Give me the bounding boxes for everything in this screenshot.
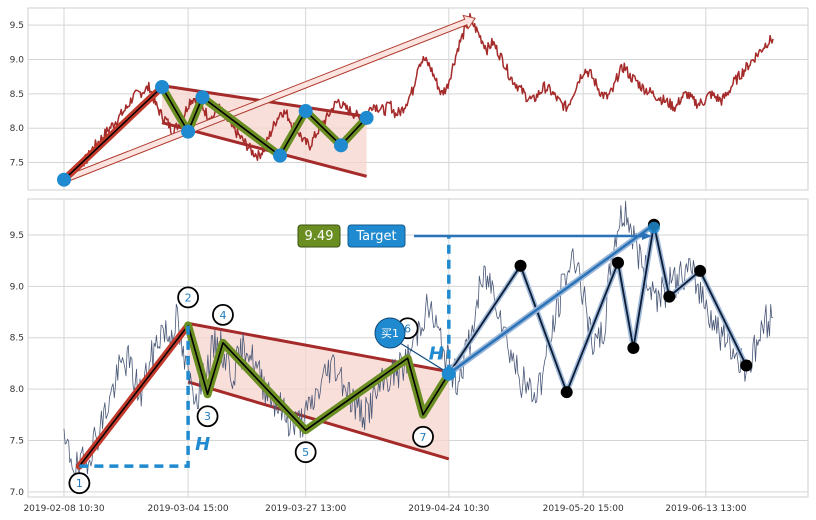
breakout-height-label: H bbox=[429, 344, 444, 365]
projection-marker bbox=[740, 359, 753, 372]
pivot-marker bbox=[195, 90, 210, 105]
pivot-marker bbox=[273, 148, 288, 163]
pivot-number-circle bbox=[196, 405, 219, 428]
target-value-box bbox=[297, 224, 341, 248]
rise-leg-inner bbox=[63, 86, 163, 181]
projection-marker bbox=[612, 256, 625, 269]
height-label: H bbox=[195, 434, 210, 455]
top-panel: 7.5 8.0 8.5 9.0 9.5 bbox=[10, 7, 809, 191]
pivot-marker bbox=[57, 172, 71, 187]
target-marker bbox=[647, 221, 660, 234]
pivot-marker bbox=[181, 124, 196, 139]
x-tick-label: 2019-03-27 13:00 bbox=[265, 504, 346, 514]
plot-area bbox=[27, 198, 809, 498]
target-label-box bbox=[347, 224, 406, 248]
bottom-panel: 2019-02-08 10:30 2019-03-04 15:00 2019-03-… bbox=[10, 198, 809, 514]
pivot-number-label: 2 bbox=[185, 291, 192, 304]
target-arrow bbox=[62, 14, 476, 184]
projection-marker bbox=[627, 342, 640, 354]
projection-marker bbox=[514, 259, 527, 272]
y-tick-label: 9.0 bbox=[10, 56, 25, 66]
pivot-number-label: 5 bbox=[302, 446, 309, 459]
y-tick-label: 7.5 bbox=[10, 436, 24, 446]
x-tick-label: 2019-06-13 13:00 bbox=[665, 504, 746, 514]
x-tick-label: 2019-04-24 10:30 bbox=[408, 504, 489, 514]
y-tick-label: 9.5 bbox=[10, 21, 24, 31]
y-tick-label: 9.5 bbox=[10, 231, 24, 241]
pivot-number-label: 1 bbox=[76, 477, 83, 490]
pivot-number-circle bbox=[412, 425, 434, 448]
pivot-number-circle bbox=[68, 472, 91, 495]
pivot-marker bbox=[298, 104, 313, 119]
y-tick-label: 8.0 bbox=[10, 124, 25, 134]
y-tick-label: 9.0 bbox=[10, 282, 25, 292]
y-tick-label: 8.5 bbox=[10, 334, 24, 344]
projection-marker bbox=[560, 386, 573, 399]
breakout-arrow bbox=[448, 223, 655, 375]
y-tick-label: 8.0 bbox=[10, 385, 25, 395]
y-tick-label: 8.5 bbox=[10, 90, 24, 100]
buy-marker bbox=[374, 317, 406, 349]
price-series-line bbox=[63, 200, 774, 476]
x-tick-label: 2019-05-20 15:00 bbox=[543, 504, 624, 514]
height-measure-line bbox=[79, 325, 190, 468]
y-tick-label: 7.0 bbox=[10, 488, 25, 498]
pattern-leg-inner bbox=[187, 325, 450, 432]
target-value-text: 9.49 bbox=[305, 229, 334, 244]
pivot-number-label: 4 bbox=[219, 309, 226, 322]
projection-marker bbox=[694, 264, 707, 277]
rise-leg-inner bbox=[78, 324, 189, 467]
pivot-marker bbox=[155, 79, 170, 94]
y-tick-label: 7.5 bbox=[10, 159, 24, 169]
pivot-marker bbox=[333, 138, 348, 153]
pivot-number-label: 3 bbox=[204, 410, 211, 423]
x-tick-label: 2019-03-04 15:00 bbox=[148, 504, 229, 514]
breakout-marker bbox=[441, 366, 456, 381]
target-label-text: Target bbox=[355, 229, 396, 244]
pivot-number-circle bbox=[177, 286, 199, 309]
x-tick-label: 2019-02-08 10:30 bbox=[23, 504, 104, 514]
buy-label: 买1 bbox=[381, 327, 399, 340]
pivot-number-label: 6 bbox=[404, 322, 411, 335]
pivot-number-circle bbox=[212, 303, 234, 326]
buy-pointer-line bbox=[399, 342, 444, 371]
target-pointer-head bbox=[641, 231, 652, 240]
projection-marker bbox=[663, 290, 676, 303]
pivot-number-circle bbox=[294, 441, 317, 464]
pivot-marker bbox=[359, 110, 374, 125]
channel-fill bbox=[188, 323, 449, 459]
pivot-number-label: 7 bbox=[420, 431, 427, 444]
